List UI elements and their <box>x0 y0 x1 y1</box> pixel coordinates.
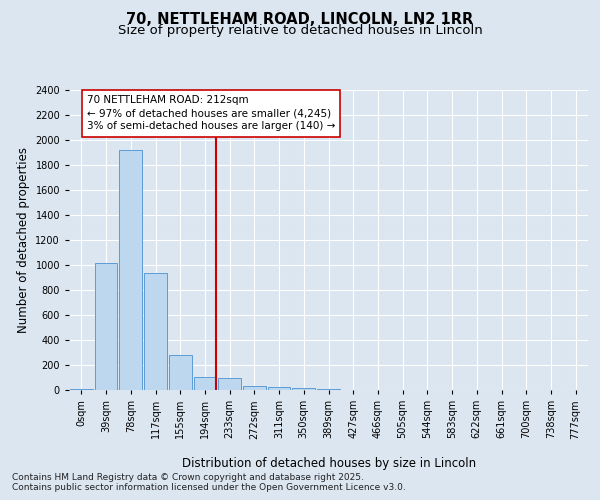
Text: Contains public sector information licensed under the Open Government Licence v3: Contains public sector information licen… <box>12 484 406 492</box>
Bar <box>169 355 191 390</box>
Text: 70 NETTLEHAM ROAD: 212sqm
← 97% of detached houses are smaller (4,245)
3% of sem: 70 NETTLEHAM ROAD: 212sqm ← 97% of detac… <box>87 95 335 132</box>
Bar <box>194 377 216 390</box>
Bar <box>292 388 315 390</box>
Text: 70, NETTLEHAM ROAD, LINCOLN, LN2 1RR: 70, NETTLEHAM ROAD, LINCOLN, LN2 1RR <box>127 12 473 28</box>
Bar <box>119 150 142 390</box>
Y-axis label: Number of detached properties: Number of detached properties <box>17 147 29 333</box>
Bar <box>218 378 241 390</box>
Bar <box>268 387 290 390</box>
Text: Size of property relative to detached houses in Lincoln: Size of property relative to detached ho… <box>118 24 482 37</box>
Bar <box>243 386 266 390</box>
Bar <box>144 272 167 390</box>
Text: Distribution of detached houses by size in Lincoln: Distribution of detached houses by size … <box>182 458 476 470</box>
Text: Contains HM Land Registry data © Crown copyright and database right 2025.: Contains HM Land Registry data © Crown c… <box>12 472 364 482</box>
Bar <box>95 262 118 390</box>
